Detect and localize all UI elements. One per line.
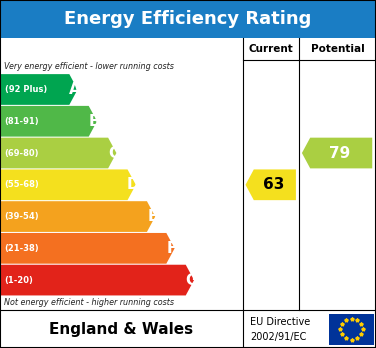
Text: (81-91): (81-91) [5, 117, 39, 126]
Text: EU Directive: EU Directive [250, 317, 310, 327]
Text: E: E [147, 209, 158, 224]
Text: England & Wales: England & Wales [49, 322, 193, 337]
Text: (21-38): (21-38) [5, 244, 39, 253]
Polygon shape [0, 138, 117, 168]
Polygon shape [246, 169, 296, 200]
Text: D: D [127, 177, 139, 192]
Polygon shape [0, 233, 174, 264]
Polygon shape [0, 74, 77, 105]
Text: Very energy efficient - lower running costs: Very energy efficient - lower running co… [4, 62, 174, 71]
Polygon shape [0, 265, 194, 295]
Text: 2002/91/EC: 2002/91/EC [250, 332, 306, 342]
Polygon shape [0, 201, 155, 232]
FancyBboxPatch shape [329, 314, 374, 345]
Text: (92 Plus): (92 Plus) [5, 85, 47, 94]
Text: 79: 79 [329, 145, 350, 160]
Text: Current: Current [248, 44, 293, 54]
Text: (1-20): (1-20) [5, 276, 33, 285]
Text: Potential: Potential [311, 44, 364, 54]
Text: B: B [88, 114, 100, 129]
Polygon shape [302, 138, 372, 168]
Text: Not energy efficient - higher running costs: Not energy efficient - higher running co… [4, 298, 174, 307]
Text: 63: 63 [262, 177, 284, 192]
Text: C: C [108, 145, 119, 160]
Polygon shape [0, 106, 97, 137]
Text: G: G [185, 272, 197, 287]
Text: Energy Efficiency Rating: Energy Efficiency Rating [64, 10, 312, 28]
Polygon shape [0, 169, 136, 200]
FancyBboxPatch shape [0, 0, 376, 38]
Text: (39-54): (39-54) [5, 212, 39, 221]
Text: A: A [69, 82, 80, 97]
Text: (55-68): (55-68) [5, 180, 39, 189]
Text: F: F [167, 241, 177, 256]
Text: (69-80): (69-80) [5, 149, 39, 158]
